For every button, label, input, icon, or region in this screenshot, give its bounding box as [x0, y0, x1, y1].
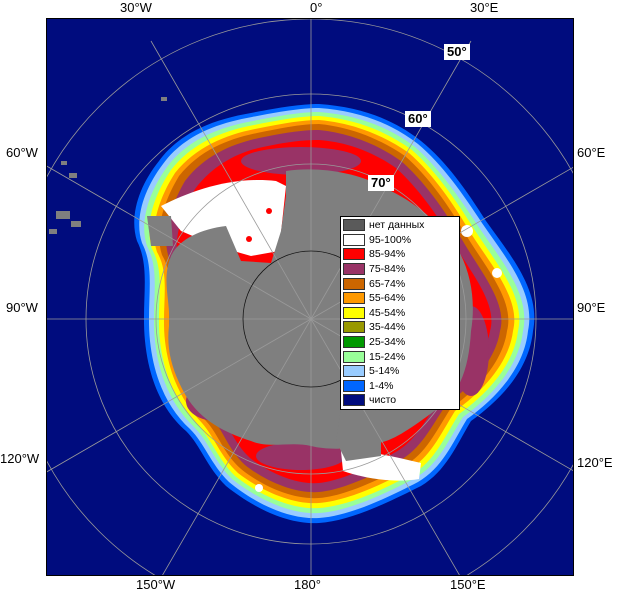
legend-item: 25-34%: [343, 335, 457, 350]
legend-swatch: [343, 233, 365, 246]
legend-item: 65-74%: [343, 276, 457, 291]
legend-item: 95-100%: [343, 233, 457, 248]
legend-swatch: [343, 321, 365, 334]
lon-label-180: 180°: [294, 577, 321, 592]
legend-label: 95-100%: [369, 233, 412, 246]
lon-label-30e: 30°E: [470, 0, 499, 15]
lon-label-30w: 30°W: [120, 0, 152, 15]
meridian-150w: [162, 318, 312, 575]
legend-item: 1-4%: [343, 379, 457, 394]
legend-item: 45-54%: [343, 306, 457, 321]
legend-item: чисто: [343, 393, 457, 408]
meridian-150e: [310, 318, 460, 575]
lon-label-120e: 120°E: [577, 455, 613, 470]
lat-label-60: 60°: [405, 111, 431, 127]
legend-item: нет данных: [343, 218, 457, 233]
sea-ice-map: [46, 18, 574, 576]
legend-swatch: [343, 263, 365, 276]
legend-swatch: [343, 350, 365, 363]
lon-label-90w: 90°W: [6, 300, 38, 315]
lon-label-0: 0°: [310, 0, 323, 15]
lat-label-50: 50°: [444, 44, 470, 60]
ice-patch-95-100: [161, 180, 286, 256]
legend-item: 75-84%: [343, 262, 457, 277]
legend-item: 5-14%: [343, 364, 457, 379]
legend-label: 15-24%: [369, 350, 406, 363]
meridian-120w: [47, 318, 312, 473]
legend-swatch: [343, 306, 365, 319]
legend-swatch: [343, 394, 365, 407]
legend-swatch: [343, 379, 365, 392]
legend-label: 45-54%: [369, 306, 406, 319]
lon-label-90e: 90°E: [577, 300, 606, 315]
legend-swatch: [343, 365, 365, 378]
legend-item: 15-24%: [343, 349, 457, 364]
legend-label: нет данных: [369, 219, 425, 232]
ice-patch-75-84: [241, 147, 361, 175]
meridian-60w: [47, 165, 312, 320]
legend-swatch: [343, 277, 365, 290]
legend-label: 5-14%: [369, 365, 400, 378]
legend-swatch: [343, 248, 365, 261]
legend: нет данных 95-100% 85-94% 75-84% 65-74% 55-64…: [340, 216, 460, 410]
legend-label: 85-94%: [369, 248, 406, 261]
legend-item: 85-94%: [343, 247, 457, 262]
lon-label-150e: 150°E: [450, 577, 486, 592]
ice-patch-95-100: [461, 225, 473, 237]
lon-label-60e: 60°E: [577, 145, 606, 160]
legend-item: 35-44%: [343, 320, 457, 335]
legend-label: 75-84%: [369, 263, 406, 276]
legend-swatch: [343, 336, 365, 349]
legend-label: 1-4%: [369, 379, 394, 392]
legend-label: 65-74%: [369, 277, 406, 290]
legend-label: 35-44%: [369, 321, 406, 334]
legend-item: 55-64%: [343, 291, 457, 306]
lon-label-60w: 60°W: [6, 145, 38, 160]
ice-patch-95-100: [255, 484, 263, 492]
lat-label-70: 70°: [368, 175, 394, 191]
legend-swatch: [343, 292, 365, 305]
no-data-specks: [49, 97, 167, 234]
ice-patch-75-84: [256, 442, 346, 470]
ice-patch-95-100: [492, 268, 502, 278]
ocean-speck: [246, 236, 252, 242]
meridian-30w: [150, 40, 312, 320]
ocean-speck: [266, 208, 272, 214]
legend-swatch: [343, 219, 365, 232]
legend-label: чисто: [369, 394, 397, 407]
lon-label-150w: 150°W: [136, 577, 176, 592]
polar-map-canvas: [47, 19, 573, 575]
legend-label: 55-64%: [369, 292, 406, 305]
lon-label-120w: 120°W: [0, 451, 40, 466]
legend-label: 25-34%: [369, 336, 406, 349]
